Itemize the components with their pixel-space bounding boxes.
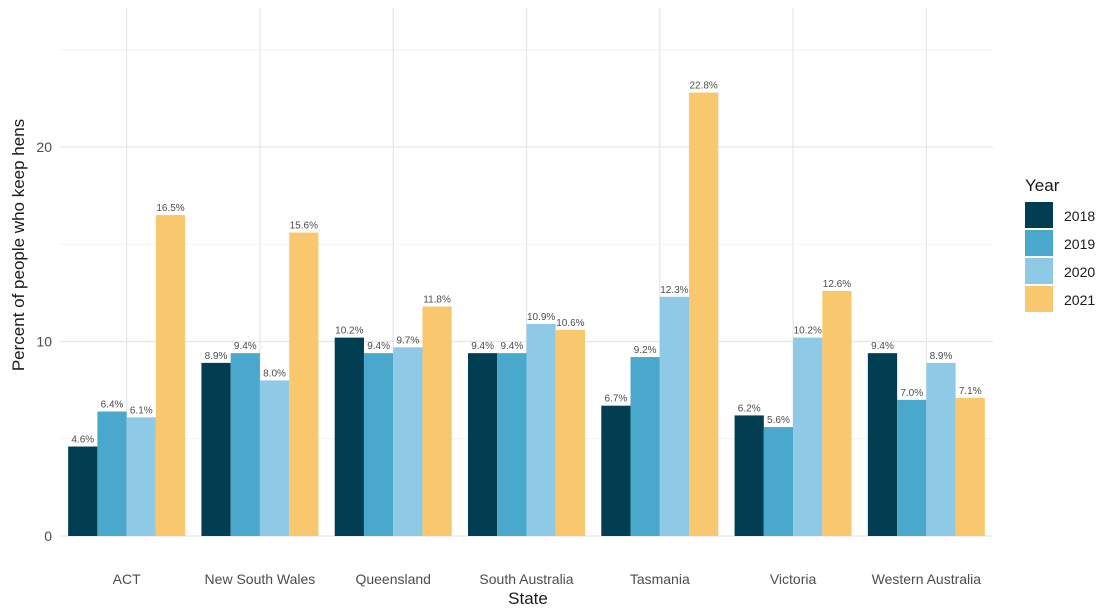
y-axis-ticks: 0 10 20 — [36, 139, 52, 544]
bar — [926, 362, 956, 536]
x-axis-ticks: ACT New South Wales Queensland South Austra… — [113, 571, 982, 587]
bar — [497, 353, 527, 536]
data-label: 16.5% — [156, 203, 184, 214]
bar — [822, 290, 852, 536]
x-tick-label: Victoria — [770, 571, 817, 587]
bar — [363, 353, 394, 536]
data-label: 9.4% — [234, 341, 257, 352]
x-tick-label: Tasmania — [630, 571, 690, 587]
data-label: 9.4% — [871, 341, 894, 352]
x-axis-title: State — [508, 589, 548, 608]
legend-label: 2019 — [1064, 236, 1095, 252]
bar — [393, 347, 423, 536]
y-axis-title: Percent of people who keep hens — [9, 119, 28, 371]
data-label: 4.6% — [71, 435, 94, 446]
bar — [659, 296, 690, 536]
legend: Year 2018 2019 2020 2021 — [1025, 176, 1095, 312]
x-tick-label: New South Wales — [205, 571, 316, 587]
y-tick-label: 20 — [36, 139, 52, 155]
data-label: 11.8% — [423, 294, 451, 305]
bar — [97, 411, 127, 536]
bar — [867, 353, 898, 536]
bar — [897, 399, 927, 536]
bar — [555, 329, 585, 536]
data-label: 10.2% — [794, 326, 822, 337]
legend-swatch — [1025, 286, 1053, 312]
data-label: 9.4% — [500, 341, 523, 352]
bar — [201, 362, 231, 536]
bar — [155, 215, 186, 536]
bar — [259, 380, 290, 536]
bar — [763, 427, 794, 536]
data-label: 6.2% — [738, 403, 761, 414]
data-label: 6.1% — [130, 405, 153, 416]
bar — [793, 337, 823, 536]
bar — [68, 446, 98, 536]
bar — [689, 92, 719, 536]
legend-label: 2020 — [1064, 264, 1095, 280]
bar — [630, 357, 660, 536]
bar — [334, 337, 364, 536]
legend-swatch — [1025, 202, 1053, 228]
legend-swatch — [1025, 230, 1053, 256]
data-label: 9.2% — [634, 345, 657, 356]
data-label: 10.2% — [335, 326, 363, 337]
bar — [126, 417, 156, 536]
bar — [422, 306, 452, 536]
x-tick-label: South Australia — [479, 571, 573, 587]
bars-group — [68, 92, 985, 536]
legend-title: Year — [1025, 176, 1060, 195]
data-label: 8.0% — [263, 368, 286, 379]
data-label: 6.7% — [605, 394, 628, 405]
bar — [601, 405, 631, 536]
legend-label: 2018 — [1064, 208, 1095, 224]
x-tick-label: ACT — [113, 571, 141, 587]
bar — [734, 415, 764, 536]
data-label: 8.9% — [205, 351, 228, 362]
data-label: 22.8% — [689, 81, 717, 92]
legend-label: 2021 — [1064, 292, 1095, 308]
data-label: 12.3% — [660, 285, 688, 296]
data-label: 10.6% — [556, 318, 584, 329]
data-label: 6.4% — [101, 400, 124, 411]
bar — [526, 323, 556, 536]
bar — [230, 353, 260, 536]
legend-swatch — [1025, 258, 1053, 284]
data-label: 9.4% — [367, 341, 390, 352]
data-label: 9.4% — [471, 341, 494, 352]
bar — [289, 232, 319, 536]
x-tick-label: Queensland — [355, 571, 431, 587]
data-label: 7.1% — [959, 386, 982, 397]
x-tick-label: Western Australia — [872, 571, 982, 587]
data-label: 12.6% — [823, 279, 851, 290]
y-tick-label: 0 — [44, 528, 52, 544]
data-label: 9.7% — [396, 335, 419, 346]
y-tick-label: 10 — [36, 334, 52, 350]
data-label: 10.9% — [527, 312, 555, 323]
data-label: 15.6% — [290, 221, 318, 232]
data-labels-group: 4.6% 6.4% 6.1% 16.5% 8.9% 9.4% 8.0% 15.6% 10.2% 9… — [71, 81, 981, 446]
data-label: 8.9% — [930, 351, 953, 362]
bar — [468, 353, 498, 536]
data-label: 7.0% — [900, 388, 923, 399]
data-label: 5.6% — [767, 415, 790, 426]
bar — [955, 397, 985, 536]
